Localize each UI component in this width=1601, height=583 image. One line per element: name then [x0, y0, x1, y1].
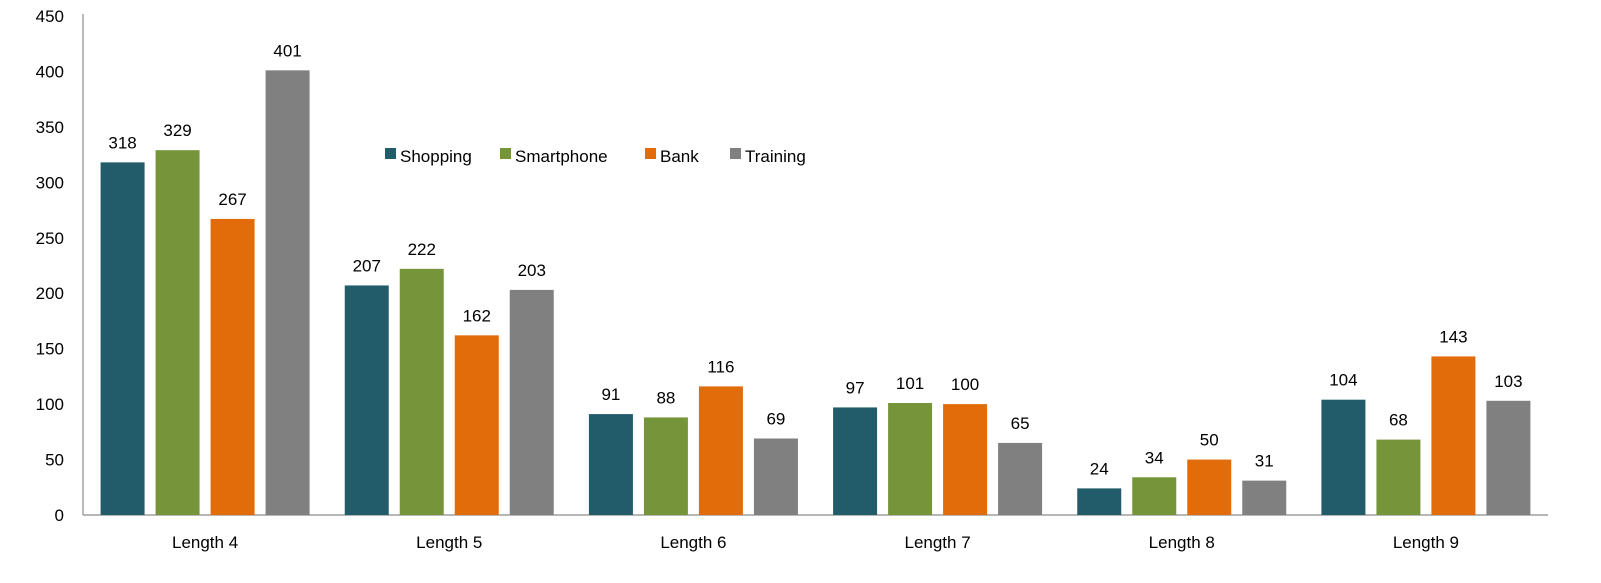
legend-label-shopping: Shopping: [400, 147, 472, 166]
legend-label-smartphone: Smartphone: [515, 147, 608, 166]
data-label-shopping-length-4: 318: [108, 133, 136, 152]
legend-label-bank: Bank: [660, 147, 699, 166]
data-label-smartphone-length-6: 88: [656, 388, 675, 407]
bar-shopping-length-5: [344, 285, 389, 515]
data-label-shopping-length-6: 91: [601, 385, 620, 404]
y-tick-label: 250: [36, 229, 64, 248]
data-label-shopping-length-8: 24: [1090, 459, 1109, 478]
bar-bank-length-5: [454, 335, 499, 515]
data-label-smartphone-length-9: 68: [1389, 411, 1408, 430]
data-label-training-length-8: 31: [1255, 452, 1274, 471]
data-label-smartphone-length-4: 329: [163, 121, 191, 140]
bar-training-length-6: [753, 438, 798, 515]
data-label-bank-length-7: 100: [951, 375, 979, 394]
legend: Shopping Smartphone Bank Training: [385, 147, 806, 166]
legend-label-training: Training: [745, 147, 806, 166]
y-tick-label: 200: [36, 284, 64, 303]
bar-shopping-length-6: [588, 414, 633, 515]
y-tick-label: 150: [36, 340, 64, 359]
bar-smartphone-length-5: [399, 268, 444, 515]
bar-bank-length-4: [210, 218, 255, 515]
data-label-smartphone-length-8: 34: [1145, 448, 1164, 467]
bar-training-length-9: [1486, 400, 1531, 515]
bar-smartphone-length-7: [888, 403, 933, 515]
y-tick-label: 0: [55, 506, 64, 525]
y-tick-label: 100: [36, 395, 64, 414]
legend-swatch-bank: [645, 148, 656, 159]
data-label-bank-length-9: 143: [1439, 327, 1467, 346]
legend-swatch-shopping: [385, 148, 396, 159]
y-tick-label: 300: [36, 173, 64, 192]
data-label-smartphone-length-5: 222: [408, 240, 436, 259]
bar-smartphone-length-4: [155, 150, 200, 516]
bar-training-length-7: [998, 442, 1043, 515]
data-labels: 318 329 267 401 207 222 162 203 91 88 116 69 97 101 10…: [108, 41, 1522, 478]
data-label-training-length-9: 103: [1494, 372, 1522, 391]
bar-bank-length-7: [943, 404, 988, 515]
bar-bank-length-6: [698, 386, 743, 515]
x-tick-label-length-7: Length 7: [904, 533, 970, 552]
x-tick-label-length-4: Length 4: [172, 533, 238, 552]
data-label-training-length-6: 69: [766, 409, 785, 428]
data-label-bank-length-5: 162: [463, 306, 491, 325]
data-label-shopping-length-9: 104: [1329, 371, 1357, 390]
bar-smartphone-length-9: [1376, 439, 1421, 515]
y-axis: 0 50 100 150 200 250 300 350 400 450: [36, 7, 84, 525]
legend-swatch-smartphone: [500, 148, 511, 159]
data-label-training-length-5: 203: [518, 261, 546, 280]
data-label-training-length-4: 401: [273, 41, 301, 60]
data-label-shopping-length-5: 207: [353, 256, 381, 275]
data-label-bank-length-8: 50: [1200, 431, 1219, 450]
x-tick-label-length-9: Length 9: [1393, 533, 1459, 552]
x-axis: Length 4 Length 5 Length 6 Length 7 Length 8…: [83, 514, 1548, 552]
x-tick-label-length-6: Length 6: [660, 533, 726, 552]
bars: [100, 70, 1531, 516]
bar-smartphone-length-6: [643, 417, 688, 515]
data-label-shopping-length-7: 97: [846, 378, 865, 397]
y-tick-label: 400: [36, 62, 64, 81]
bar-shopping-length-4: [100, 162, 145, 515]
y-tick-label: 50: [45, 451, 64, 470]
bar-smartphone-length-8: [1132, 477, 1177, 515]
data-label-bank-length-6: 116: [707, 357, 734, 376]
data-label-training-length-7: 65: [1011, 414, 1030, 433]
bar-bank-length-9: [1431, 356, 1476, 515]
y-tick-label: 350: [36, 118, 64, 137]
bar-shopping-length-9: [1321, 399, 1366, 515]
x-tick-label-length-5: Length 5: [416, 533, 482, 552]
y-tick-label: 450: [36, 7, 64, 26]
bar-training-length-5: [509, 289, 554, 515]
x-tick-label-length-8: Length 8: [1149, 533, 1215, 552]
legend-swatch-training: [730, 148, 741, 159]
bar-bank-length-8: [1187, 459, 1232, 515]
data-label-bank-length-4: 267: [218, 190, 246, 209]
bar-shopping-length-7: [833, 407, 878, 515]
data-label-smartphone-length-7: 101: [896, 374, 924, 393]
bar-training-length-8: [1242, 480, 1287, 515]
bar-training-length-4: [265, 70, 310, 515]
bar-shopping-length-8: [1077, 488, 1122, 515]
